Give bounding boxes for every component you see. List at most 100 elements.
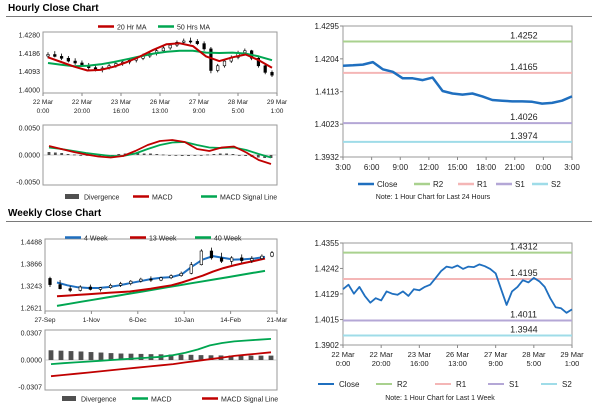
hourly-price-ma20-line (47, 42, 273, 72)
weekly-hourly-week-level-label: 1.4011 (510, 309, 537, 319)
weekly-price-candle (88, 286, 92, 290)
hourly-price-candle (73, 60, 77, 64)
hourly-macd-divergence-bar (199, 155, 203, 156)
hourly-macd-divergence-bar (174, 155, 178, 156)
hourly-price-ma50-line (47, 49, 273, 68)
weekly-hourly-week-legend-label: S2 (562, 380, 572, 389)
weekly-macd-divergence-bar (48, 350, 54, 360)
hourly-macd-divergence-bar (66, 154, 70, 155)
hourly-24h-xtick: 3:00 (564, 163, 580, 172)
weekly-hourly-week-xtick: 22 Mar (369, 350, 393, 359)
hourly-macd-divergence-bar (60, 153, 64, 155)
weekly-hourly-week-xtick: 20:00 (372, 359, 391, 368)
hourly-price-candle (209, 48, 213, 71)
weekly-price-ytick: 1.3243 (21, 284, 43, 291)
weekly-price-candle (169, 275, 173, 279)
hourly-price-xtick: 26 Mar (150, 99, 171, 106)
weekly-price-xtick: 1-Nov (83, 317, 101, 324)
weekly-price-xtick: 14-Feb (220, 317, 241, 324)
weekly-hourly-week-legend-label: R2 (397, 380, 408, 389)
weekly-price-candle (108, 284, 113, 288)
weekly-hourly-week-close-line (342, 263, 573, 314)
hourly-24h-ytick: 1.4204 (315, 55, 340, 64)
weekly-price-candle (260, 255, 264, 259)
weekly-price-xtick: 6-Dec (129, 317, 147, 324)
weekly-hourly-week-chart: 1.4355 1.4242 1.4129 1.4015 1.3902 1.4312 1.41… (315, 239, 585, 402)
weekly-macd-divergence-bar (168, 354, 174, 360)
hourly-macd-legend-label: MACD Signal Line (220, 195, 277, 202)
weekly-price-xtick: 10-Jan (174, 317, 194, 324)
hourly-24h-level-label: 1.4165 (510, 62, 538, 72)
hourly-macd-divergence-bar (231, 154, 235, 155)
hourly-macd-divergence-bar (180, 155, 184, 156)
weekly-macd-divergence-bar (178, 354, 184, 360)
hourly-24h-close-line (342, 60, 573, 105)
weekly-macd-divergence-bar (88, 352, 94, 360)
weekly-hourly-week-level-label: 1.3944 (510, 325, 538, 335)
weekly-price-candle (139, 278, 143, 282)
hourly-price-xtick: 1:00 (271, 108, 284, 115)
hourly-price-xtick: 5:00 (232, 108, 245, 115)
hourly-macd-ytick: -0.0050 (16, 180, 40, 187)
weekly-price-legend-label: 13 Week (149, 236, 177, 243)
weekly-price-candle (78, 286, 82, 291)
hourly-24h-level-label: 1.4026 (510, 112, 538, 122)
weekly-price-legend-label: 40 Week (214, 236, 242, 243)
hourly-price-xtick: 9:00 (193, 108, 206, 115)
hourly-macd-divergence-bar (72, 154, 76, 156)
hourly-section-title: Hourly Close Chart (8, 3, 99, 14)
hourly-24h-note: Note: 1 Hour Chart for Last 24 Hours (376, 194, 491, 201)
weekly-hourly-week-xtick: 26 Mar (446, 350, 470, 359)
weekly-macd-divergence-bar (58, 350, 64, 360)
weekly-price-chart: 4 Week 13 Week 40 Week 1.4488 1.3866 1.3243 1.… (21, 236, 289, 325)
hourly-24h-level-label: 1.3974 (510, 131, 538, 141)
weekly-macd-divergence-bar (98, 352, 104, 360)
weekly-hourly-week-xtick: 23 Mar (408, 350, 432, 359)
weekly-price-ytick: 1.4488 (21, 240, 43, 247)
hourly-macd-divergence-bar (218, 153, 222, 155)
hourly-macd-divergence-bar (117, 154, 121, 155)
weekly-price-xtick: 21-Mar (267, 317, 288, 324)
weekly-macd-line (50, 338, 272, 365)
weekly-hourly-week-ytick: 1.4242 (315, 264, 340, 273)
hourly-price-candle (66, 57, 70, 62)
hourly-price-xtick: 22 Mar (72, 99, 93, 106)
hourly-macd-divergence-bar (47, 152, 51, 155)
weekly-price-candle (159, 277, 163, 281)
hourly-macd-ytick: 0.0050 (19, 126, 41, 133)
weekly-hourly-week-xtick: 29 Mar (560, 350, 584, 359)
weekly-price-candle (179, 272, 183, 276)
weekly-hourly-week-xtick: 0:00 (336, 359, 351, 368)
hourly-24h-ytick: 1.4113 (315, 88, 339, 97)
hourly-price-xtick: 23 Mar (111, 99, 132, 106)
hourly-price-candle (216, 65, 220, 71)
hourly-24h-ytick: 1.4023 (315, 120, 340, 129)
weekly-price-candle (199, 250, 203, 266)
weekly-price-candle (68, 288, 72, 291)
weekly-macd-divergence-bar (228, 355, 234, 360)
hourly-24h-xtick: 15:00 (447, 163, 468, 172)
hourly-price-legend-label: 50 Hrs MA (177, 25, 210, 32)
weekly-price-candle (48, 278, 52, 285)
weekly-price-candle (58, 284, 62, 290)
hourly-macd-legend-label: MACD (152, 195, 173, 202)
hourly-price-candle (222, 60, 227, 67)
weekly-hourly-week-note: Note: 1 Hour Chart for Last 1 Week (385, 395, 495, 402)
hourly-24h-xtick: 3:00 (335, 163, 351, 172)
hourly-price-xtick: 28 Mar (228, 99, 249, 106)
hourly-macd-divergence-bar (79, 155, 83, 156)
weekly-hourly-week-ytick: 1.3902 (315, 341, 340, 350)
hourly-macd-line (48, 139, 272, 165)
hourly-price-candle (270, 72, 274, 76)
weekly-macd-signal-line (50, 351, 272, 378)
hourly-24h-legend-label: R2 (433, 180, 444, 189)
hourly-price-candle (202, 43, 206, 50)
hourly-macd-divergence-bar (237, 155, 241, 156)
weekly-hourly-week-legend-label: S1 (509, 380, 519, 389)
weekly-hourly-week-xtick: 5:00 (527, 359, 542, 368)
weekly-macd-divergence-bar (108, 353, 114, 360)
weekly-hourly-week-xtick: 9:00 (488, 359, 503, 368)
hourly-section-divider (6, 16, 592, 17)
weekly-macd-divergence-bar (248, 355, 254, 360)
